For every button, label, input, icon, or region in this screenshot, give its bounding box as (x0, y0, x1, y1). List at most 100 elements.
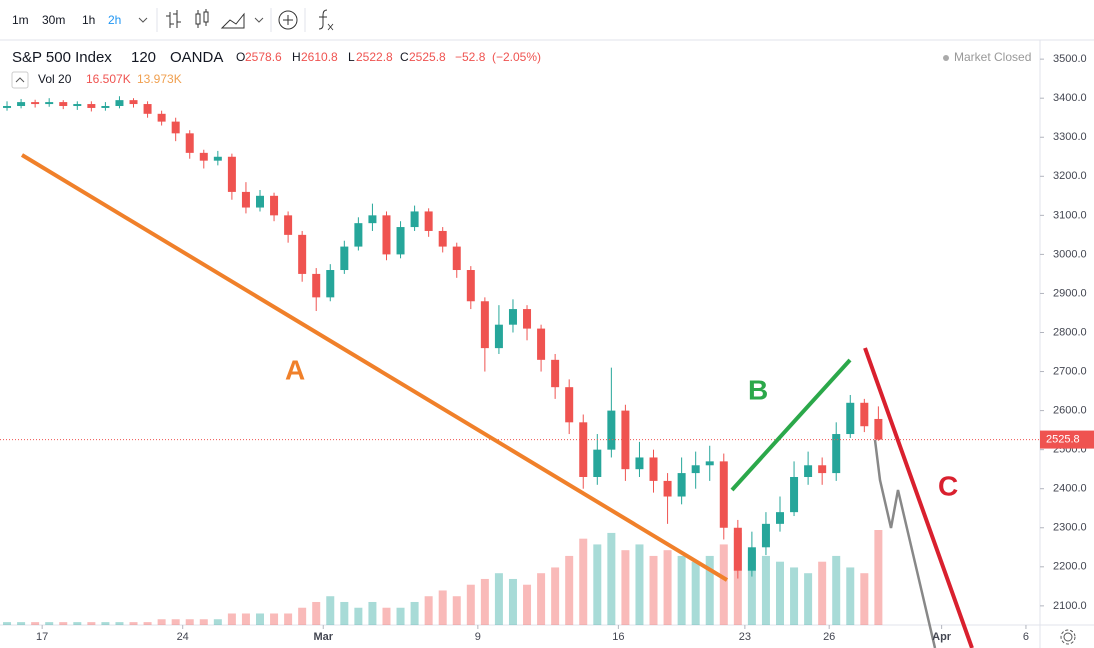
ohlc-value: 2610.8 (301, 50, 338, 64)
volume-bar (424, 596, 433, 625)
candle-body (199, 152, 208, 161)
candle-body (59, 102, 68, 106)
compare-icon[interactable] (278, 10, 298, 30)
interval-button[interactable]: 1m (12, 13, 29, 27)
volume-bar (326, 596, 335, 625)
market-status: Market Closed (954, 50, 1031, 64)
candle-body (410, 211, 419, 228)
candle-body (115, 100, 124, 106)
interval-button[interactable]: 30m (42, 13, 65, 27)
volume-bar (171, 619, 180, 625)
volume-bar (45, 622, 54, 625)
volume-bar (818, 561, 827, 625)
area-style-icon[interactable] (220, 12, 245, 29)
candle-body (818, 465, 827, 474)
candle-body (874, 418, 883, 440)
volume-bar (621, 550, 630, 625)
settings-icon[interactable] (1060, 629, 1076, 645)
y-tick-label: 3300.0 (1053, 131, 1087, 143)
ohlc-label: H (292, 50, 301, 64)
volume-bar (185, 619, 194, 625)
volume-bar (298, 607, 307, 625)
candle-style-icon[interactable] (195, 9, 209, 28)
x-tick-label: 16 (612, 631, 624, 643)
candle-body (354, 223, 363, 247)
candle-body (804, 465, 813, 477)
candle-body (87, 104, 96, 108)
trend-line[interactable] (730, 358, 852, 492)
status-dot (943, 55, 949, 61)
ohlc-label: L (348, 50, 355, 64)
volume-bar (761, 555, 770, 625)
volume-bar (677, 555, 686, 625)
candle-body (326, 270, 335, 298)
change-value: −52.8 (455, 50, 486, 64)
candle-body (213, 156, 222, 161)
candle-body (340, 246, 349, 271)
candle-body (466, 270, 475, 302)
candle-body (593, 449, 602, 477)
interval-button[interactable]: 2h (108, 13, 121, 27)
symbol-title: S&P 500 Index (12, 49, 112, 66)
volume-bar (129, 622, 138, 625)
ohlc-value: 2522.8 (356, 50, 393, 64)
projection-line[interactable] (873, 439, 937, 648)
volume-bar (551, 567, 560, 625)
volume-bar (270, 613, 279, 625)
last-price-tag (1040, 430, 1094, 449)
volume-bar (523, 584, 532, 625)
volume-bar (480, 578, 489, 625)
candle-body (579, 422, 588, 477)
candle-body (298, 234, 307, 274)
candle-body (747, 547, 756, 571)
volume-bar (804, 573, 813, 625)
collapse-button[interactable] (11, 71, 29, 89)
volume-bar (312, 601, 321, 625)
volume-ma-value: 13.973K (137, 72, 182, 86)
candle-body (860, 402, 869, 427)
volume-bar (368, 601, 377, 625)
candle-body (101, 105, 110, 108)
interval-button[interactable]: 1h (82, 13, 95, 27)
volume-bar (790, 567, 799, 625)
volume-bar (733, 532, 742, 625)
x-tick-label: Mar (313, 631, 333, 643)
trend-line[interactable] (863, 347, 974, 648)
candle-body (677, 473, 686, 497)
plot (0, 96, 1040, 625)
candle-body (270, 195, 279, 216)
candle-body (396, 227, 405, 255)
volume-bar (396, 607, 405, 625)
indicators-icon[interactable] (318, 9, 334, 31)
volume-bar (17, 622, 26, 625)
volume-bar (115, 622, 124, 625)
trend-line[interactable] (20, 153, 729, 582)
volume-bar (747, 550, 756, 625)
candle-body (241, 191, 250, 208)
candle-body (761, 523, 770, 548)
volume-bar (691, 561, 700, 625)
volume-bar (466, 584, 475, 625)
x-tick-label: 17 (36, 631, 48, 643)
volume-bar (508, 578, 517, 625)
candle-body (438, 230, 447, 247)
dropdown-icon[interactable] (254, 17, 264, 23)
volume-bar (565, 555, 574, 625)
ohlc-value: 2525.8 (409, 50, 446, 64)
toolbar (0, 0, 1094, 40)
volume-bar (241, 613, 250, 625)
volume-bar (87, 622, 96, 625)
dropdown-icon[interactable] (138, 17, 148, 23)
candle-body (551, 359, 560, 388)
candle-body (129, 100, 138, 105)
volume-bar (3, 622, 12, 625)
volume-bar (832, 555, 841, 625)
y-tick-label: 3500.0 (1053, 53, 1087, 65)
candle-body (256, 195, 264, 208)
bar-style-icon[interactable] (166, 10, 181, 28)
x-tick-label: 26 (823, 631, 835, 643)
volume-bar (537, 573, 546, 625)
volume-bar (874, 530, 883, 625)
candle-body (494, 324, 503, 349)
volume-bar (340, 601, 349, 625)
